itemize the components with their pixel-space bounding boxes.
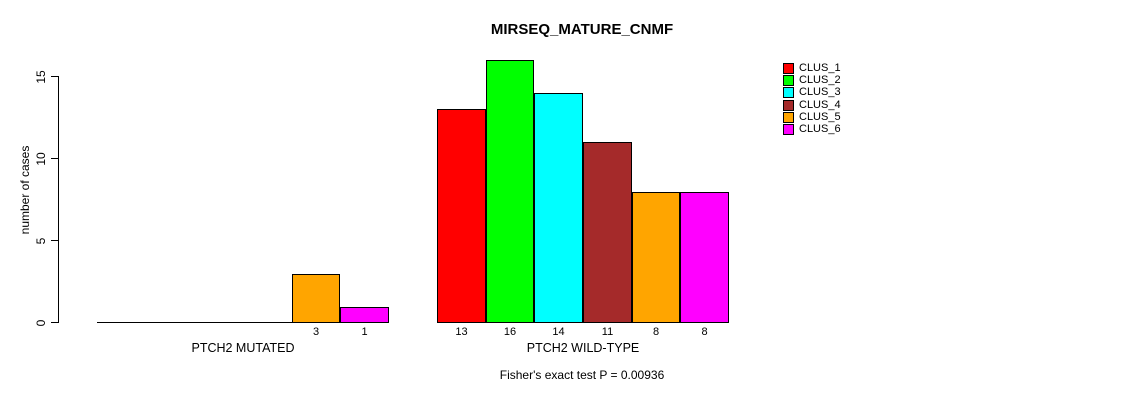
bar-value-label: 3	[312, 326, 320, 338]
y-axis-line	[58, 76, 59, 323]
bar	[632, 192, 680, 323]
chart-title: MIRSEQ_MATURE_CNMF	[490, 21, 674, 38]
bar	[437, 109, 486, 323]
y-tick-mark	[51, 240, 58, 241]
legend-label: CLUS_6	[799, 123, 841, 135]
bar	[486, 60, 534, 323]
legend-row: CLUS_6	[783, 124, 841, 135]
y-tick-label: 0	[34, 319, 48, 326]
legend-swatch	[783, 63, 794, 74]
footnote: Fisher's exact test P = 0.00936	[499, 368, 665, 382]
legend-label: CLUS_4	[799, 99, 841, 111]
legend-row: CLUS_3	[783, 87, 841, 98]
bar-value-label: 8	[652, 326, 660, 338]
legend: CLUS_1 CLUS_2 CLUS_3 CLUS_4 CLUS_5 CLUS_6	[783, 63, 903, 143]
y-tick-mark	[51, 322, 58, 323]
legend-swatch	[783, 124, 794, 135]
y-tick-label: 15	[34, 69, 48, 84]
group-baseline	[97, 322, 389, 323]
bar	[292, 274, 340, 323]
bar	[680, 192, 729, 323]
bar	[534, 93, 583, 323]
bar	[583, 142, 632, 323]
legend-swatch	[783, 75, 794, 86]
bar-value-label: 1	[361, 326, 368, 338]
bar-value-label: 14	[552, 326, 565, 338]
bar-value-label: 8	[701, 326, 708, 338]
bar	[340, 307, 389, 323]
legend-label: CLUS_5	[799, 111, 841, 123]
legend-row: CLUS_4	[783, 100, 841, 111]
legend-label: CLUS_2	[799, 74, 841, 86]
category-label: PTCH2 WILD-TYPE	[526, 341, 640, 355]
legend-label: CLUS_3	[799, 86, 841, 98]
bar-value-label: 16	[503, 326, 517, 338]
y-tick-label: 5	[34, 237, 48, 244]
y-tick-label: 10	[34, 151, 48, 166]
legend-swatch	[783, 100, 794, 111]
legend-row: CLUS_1	[783, 63, 841, 74]
legend-row: CLUS_5	[783, 112, 841, 123]
legend-row: CLUS_2	[783, 75, 841, 86]
legend-label: CLUS_1	[799, 62, 841, 74]
y-tick-mark	[51, 158, 58, 159]
y-tick-mark	[51, 76, 58, 77]
bar-value-label: 11	[601, 326, 614, 338]
legend-swatch	[783, 87, 794, 98]
bar-value-label: 13	[455, 326, 468, 338]
category-label: PTCH2 MUTATED	[191, 341, 295, 355]
legend-swatch	[783, 112, 794, 123]
